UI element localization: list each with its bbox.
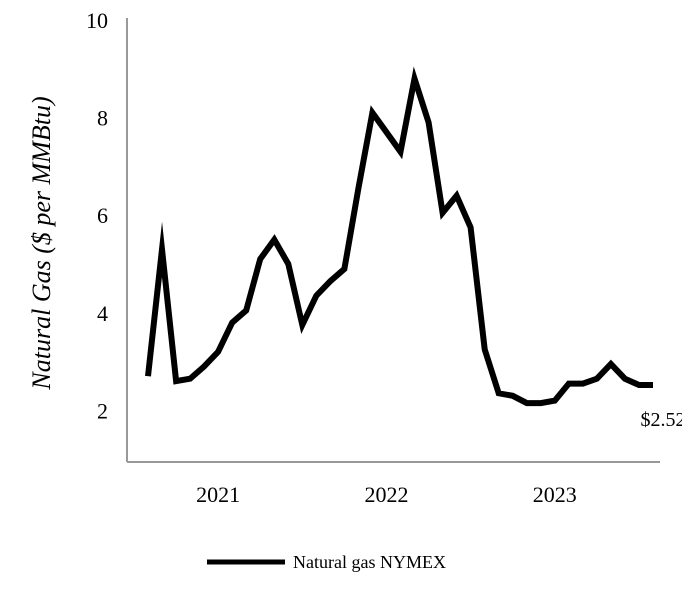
x-tick-label: 2022	[364, 482, 408, 507]
y-tick-label: 10	[86, 8, 108, 33]
y-axis-title: Natural Gas ($ per MMBtu)	[27, 96, 56, 390]
series-layer	[145, 66, 653, 407]
legend-label: Natural gas NYMEX	[293, 552, 446, 572]
y-tick-label: 8	[97, 106, 108, 131]
y-tick-label: 6	[97, 203, 108, 228]
y-tick-label: 2	[97, 398, 108, 423]
y-axis-ticks: 2 4 6 8 10	[86, 8, 108, 423]
series-line-natural-gas-nymex	[145, 66, 653, 407]
x-axis-ticks: 2021 2022 2023	[196, 482, 577, 507]
annotation-layer: $2.52	[640, 409, 682, 431]
legend: Natural gas NYMEX	[207, 552, 446, 572]
x-tick-label: 2021	[196, 482, 240, 507]
last-value-annotation: $2.52	[640, 409, 682, 431]
x-tick-label: 2023	[533, 482, 577, 507]
y-tick-label: 4	[97, 301, 108, 326]
